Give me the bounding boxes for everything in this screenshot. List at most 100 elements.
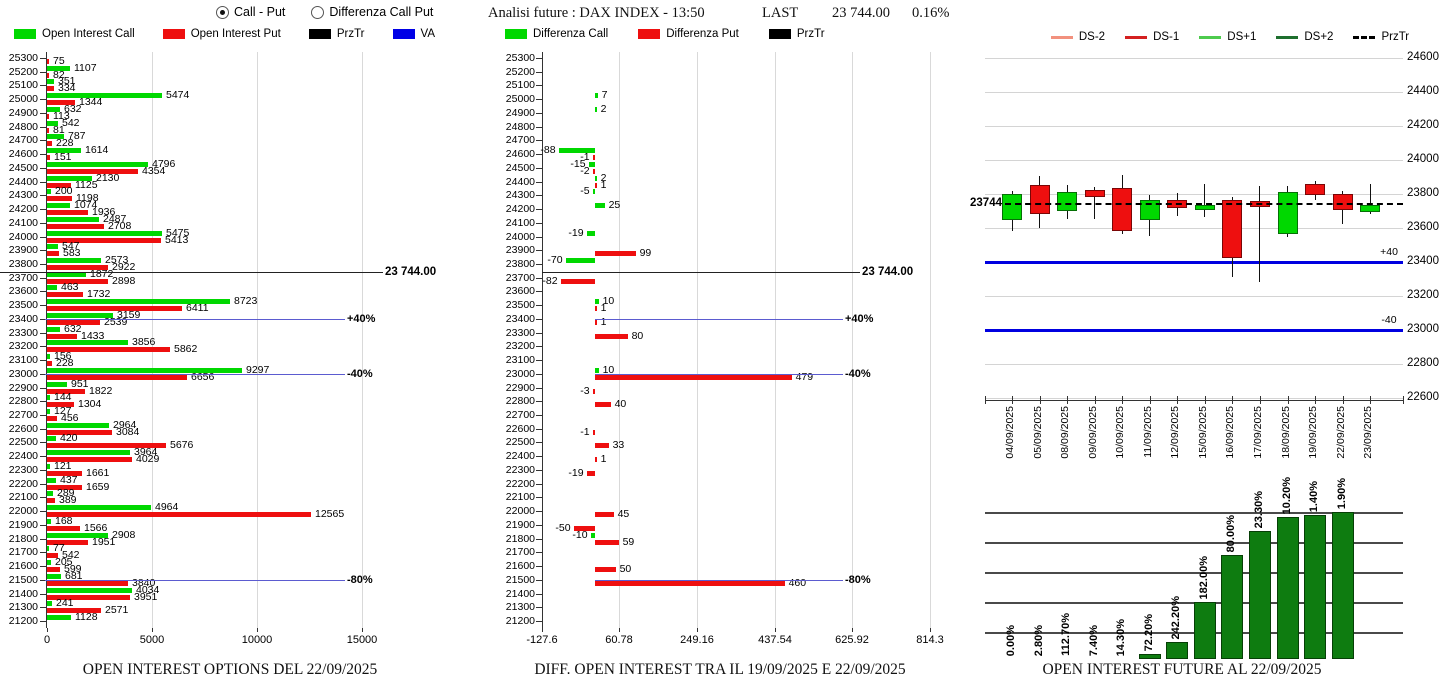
radio-call-put[interactable]: Call - Put	[216, 5, 285, 19]
bar-value-label: 787	[68, 130, 86, 143]
strike-tick	[40, 305, 46, 307]
oi-bar	[47, 59, 49, 64]
x-tick-label: 249.16	[680, 634, 714, 646]
bar-value-label: 144	[54, 391, 72, 404]
oi-bar	[47, 553, 58, 559]
strike-tick	[40, 415, 46, 417]
legend-item-prztr: PrzTr	[768, 28, 825, 40]
strike-tick	[40, 236, 46, 238]
last-label: LAST	[762, 5, 799, 21]
value-area-label: -40%	[347, 367, 373, 380]
left-legend: Open Interest Call Open Interest Put PrzTr…	[14, 28, 435, 40]
chart-mode-radios: Call - Put Differenza Call Put	[216, 5, 433, 19]
oi-bar-negative	[592, 388, 595, 394]
strike-label: 23300	[505, 326, 535, 339]
oi-bar	[47, 608, 101, 614]
bar-value-label: 542	[62, 116, 80, 129]
bar-value-label: 5475	[166, 226, 190, 239]
date-tick	[1149, 396, 1151, 404]
bar-value-label: 228	[56, 357, 74, 370]
strike-label: 23700	[8, 271, 38, 284]
bar-value-label: 420	[60, 432, 78, 445]
bar-value-label: 1128	[75, 611, 98, 623]
x-tick-label: 5000	[139, 634, 165, 646]
gridline	[775, 52, 776, 628]
oi-bar	[594, 319, 597, 325]
bar-value-label: 81	[53, 123, 65, 136]
strike-tick	[40, 222, 46, 224]
oi-bar	[47, 567, 60, 573]
strike-label: 22400	[8, 450, 38, 463]
price-dashed-line	[1005, 202, 1403, 205]
date-label: 11/09/2025	[1141, 406, 1154, 458]
oi-bar	[47, 463, 50, 469]
level-line	[985, 329, 1403, 332]
oi-bar	[47, 436, 56, 442]
date-label: 23/09/2025	[1362, 406, 1375, 459]
bar-value-label: 542	[62, 549, 80, 562]
change-pct: 0.16%	[912, 5, 950, 21]
bar-value-label: 5676	[170, 439, 194, 452]
bar-value-label: 4964	[155, 501, 179, 514]
radio-circle[interactable]	[311, 5, 325, 19]
x-tick	[47, 628, 48, 632]
value-area-label: -80%	[347, 573, 373, 586]
candle-body-down	[1112, 188, 1133, 231]
future-oi-bar	[1304, 515, 1327, 659]
gridline	[852, 52, 853, 628]
x-tick-label: 15000	[346, 634, 378, 646]
bar-value-label: 50	[619, 563, 632, 576]
radio-circle[interactable]	[216, 5, 229, 19]
strike-tick	[40, 291, 46, 293]
bar-value-label: 2898	[112, 274, 136, 287]
pct-label: 72.20%	[1142, 613, 1155, 651]
bar-value-label: 2487	[103, 212, 127, 225]
oi-bar	[594, 443, 609, 449]
strike-tick	[536, 552, 542, 554]
bar-value-label: 632	[64, 322, 82, 335]
bar-value-label: 5474	[166, 89, 190, 102]
candle-wick	[1369, 183, 1371, 215]
strike-label: 23600	[8, 285, 38, 298]
gridline	[697, 52, 698, 628]
oi-bar	[594, 367, 599, 373]
bar-value-label: -19	[568, 466, 584, 479]
strike-label: 22000	[8, 505, 38, 518]
date-tick	[1315, 396, 1317, 404]
oi-bar	[47, 155, 50, 161]
date-tick	[1067, 396, 1069, 404]
strike-label: 21200	[505, 615, 535, 627]
bar-value-label: 1304	[78, 398, 102, 411]
strike-tick	[40, 401, 46, 403]
value-area-line	[45, 318, 345, 320]
strike-label: 21800	[505, 532, 535, 545]
strike-label: 22100	[505, 491, 535, 504]
strike-tick	[536, 154, 542, 156]
bar-value-label: 1	[600, 315, 607, 328]
gridline	[985, 512, 1403, 514]
oi-bar-negative	[592, 189, 595, 195]
strike-label: 25100	[505, 79, 535, 92]
level-line	[985, 261, 1403, 264]
strike-label: 25300	[505, 52, 535, 64]
bar-value-label: 5413	[165, 233, 189, 246]
strike-tick	[40, 552, 46, 554]
oi-bar	[47, 223, 104, 229]
future-oi-bar	[1193, 602, 1216, 659]
x-tick	[775, 628, 776, 632]
y-tick-label: 23800	[1407, 187, 1439, 199]
oi-bar	[47, 361, 52, 367]
x-tick-label: 437.54	[758, 634, 792, 646]
bar-value-label: 151	[54, 151, 72, 164]
radio-differenza-call-put[interactable]: Differenza Call Put	[311, 5, 433, 19]
date-label: 18/09/2025	[1279, 406, 1292, 459]
value-area-label: +40%	[845, 312, 874, 325]
date-label: 05/09/2025	[1031, 406, 1044, 459]
oi-bar	[47, 120, 58, 126]
legend-swatch	[308, 29, 331, 39]
value-area-line	[594, 579, 843, 581]
bar-value-label: 1125	[75, 178, 98, 191]
oi-bar-negative	[586, 230, 595, 236]
x-axis-edge-tick	[985, 396, 986, 404]
